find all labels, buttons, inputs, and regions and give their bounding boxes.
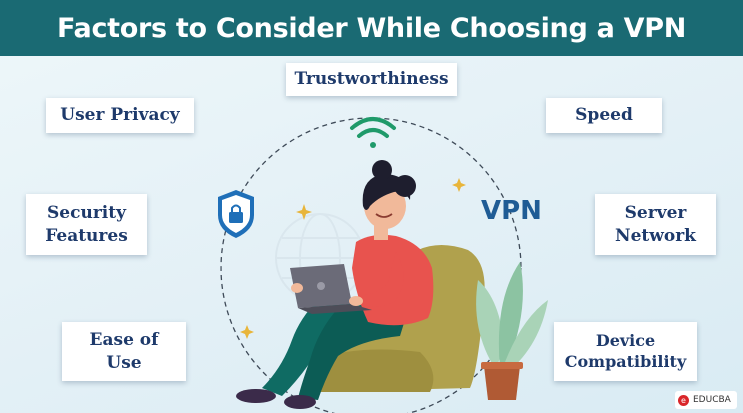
person-illustration [236,160,434,409]
vpn-label: VPN [481,196,542,226]
factor-security-features: Security Features [26,194,147,255]
chair-illustration [306,245,485,392]
factor-label-line: Compatibility [564,351,687,371]
factor-label-line: Features [45,225,128,246]
brand-name: EDUCBA [693,395,731,405]
factor-label: Trustworthiness [294,69,449,90]
shield-lock-icon [218,190,254,238]
factor-speed: Speed [546,98,662,133]
factor-trustworthiness: Trustworthiness [286,63,457,96]
brand-badge: e EDUCBA [675,391,737,409]
factor-label-line: Device [595,330,656,350]
factor-device-compatibility: Device Compatibility [554,322,697,381]
factor-server-network: Server Network [595,194,716,255]
factor-label: Speed [575,105,633,126]
page-title: Factors to Consider While Choosing a VPN [0,0,743,56]
sparkle-icon [240,178,466,339]
factor-label-line: Network [615,225,696,246]
factor-label-line: Security [47,203,126,224]
factor-label: User Privacy [60,105,180,126]
factor-label-line: Server [624,203,687,224]
plant-icon [476,262,548,400]
educba-logo-icon: e [678,394,689,406]
factor-label-line: Use [106,352,142,373]
wifi-icon [350,117,396,148]
factor-user-privacy: User Privacy [46,98,194,133]
factor-ease-of-use: Ease of Use [62,322,186,381]
factor-label-line: Ease of [89,330,159,351]
